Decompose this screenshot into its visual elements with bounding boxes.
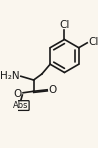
Text: O: O xyxy=(13,89,22,99)
Text: H₂N: H₂N xyxy=(0,70,19,81)
FancyBboxPatch shape xyxy=(13,101,29,110)
Text: Cl: Cl xyxy=(59,20,70,30)
Text: Abs: Abs xyxy=(13,101,29,110)
Text: O: O xyxy=(49,85,57,95)
Text: Cl: Cl xyxy=(88,37,98,47)
